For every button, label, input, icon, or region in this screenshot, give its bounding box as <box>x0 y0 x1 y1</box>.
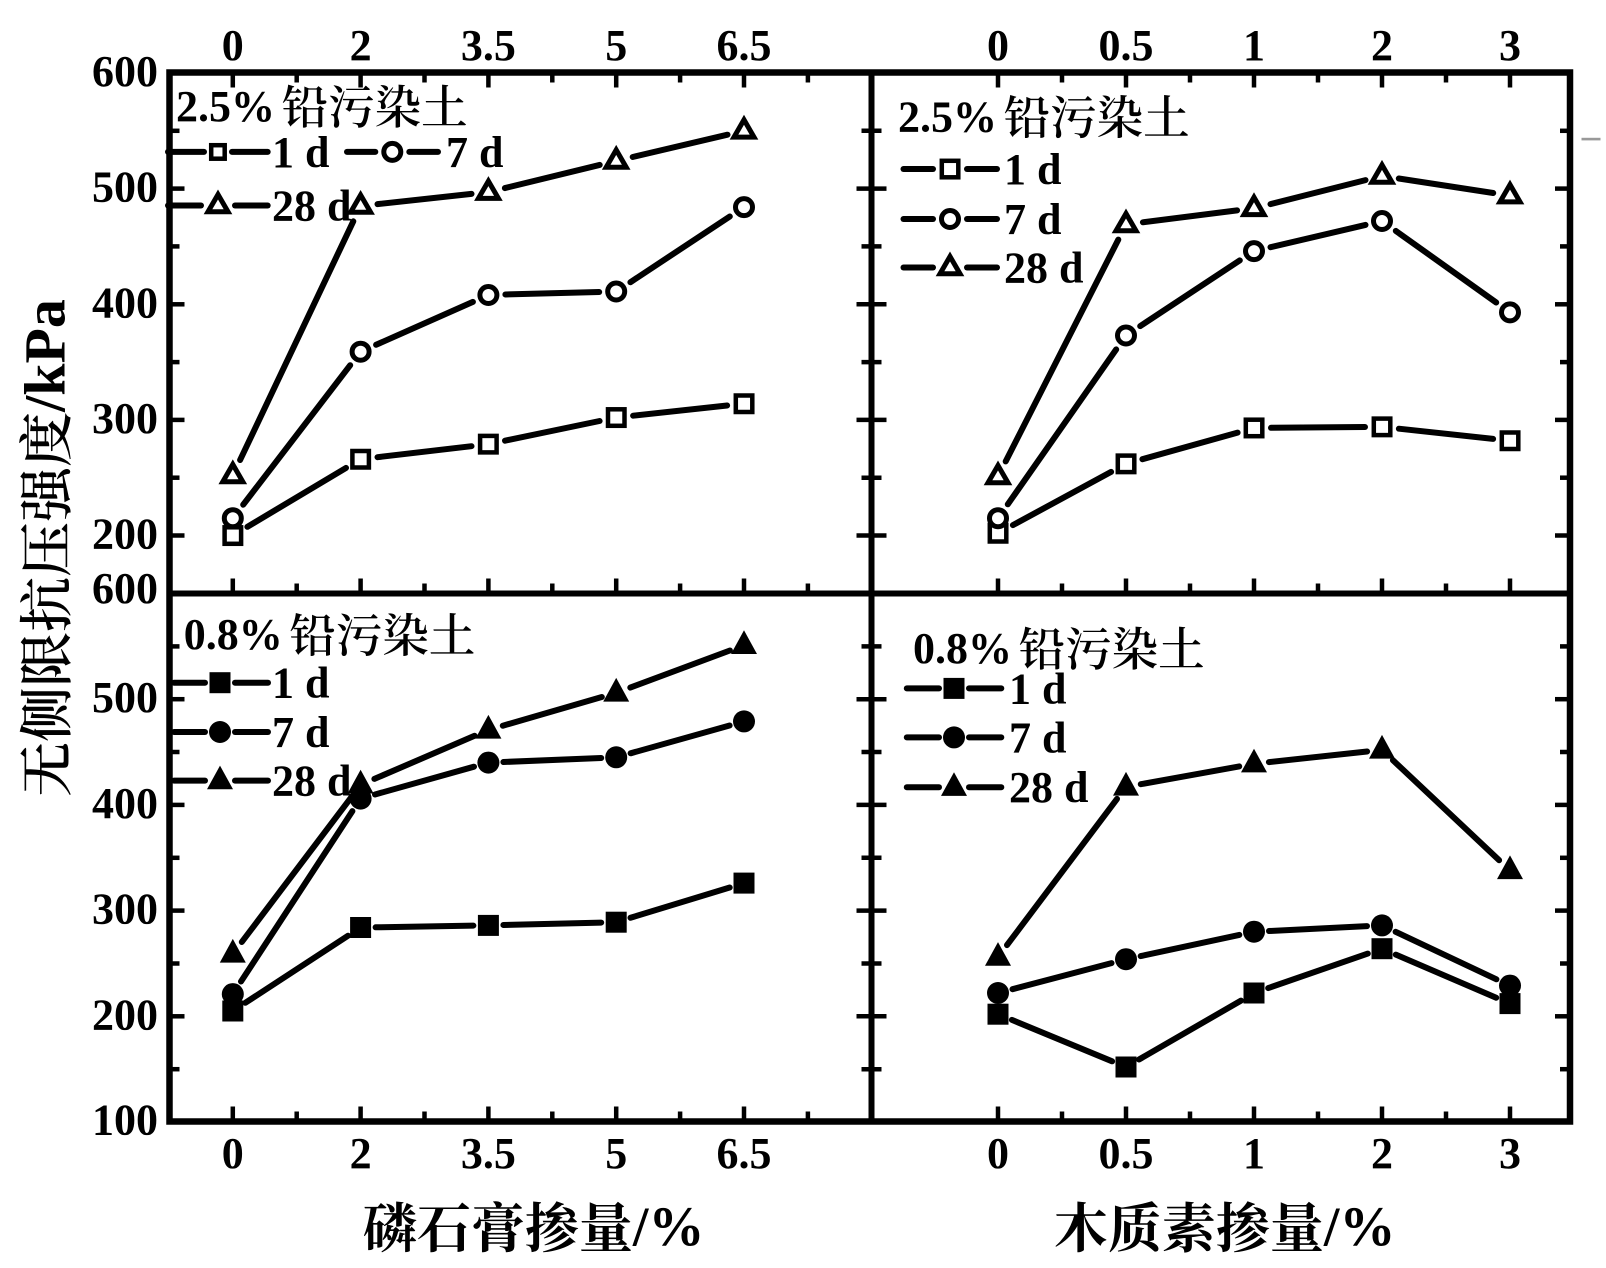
svg-text:1 d: 1 d <box>272 659 329 708</box>
svg-text:0.8%: 0.8% <box>913 624 1012 673</box>
svg-text:1 d: 1 d <box>1009 664 1066 713</box>
svg-text:3.5: 3.5 <box>461 1129 516 1178</box>
svg-text:28 d: 28 d <box>1004 243 1083 292</box>
svg-text:2: 2 <box>350 1129 372 1178</box>
svg-text:0: 0 <box>987 21 1009 70</box>
svg-text:3: 3 <box>1499 1129 1521 1178</box>
svg-text:/kPa: /kPa <box>13 299 78 413</box>
svg-text:2.5%: 2.5% <box>898 92 997 141</box>
svg-text:500: 500 <box>92 163 158 212</box>
svg-text:2: 2 <box>350 21 372 70</box>
svg-text:300: 300 <box>92 394 158 443</box>
svg-text:0: 0 <box>987 1129 1009 1178</box>
svg-text:2: 2 <box>1371 21 1393 70</box>
svg-text:0: 0 <box>222 1129 244 1178</box>
svg-text:2: 2 <box>1371 1129 1393 1178</box>
svg-text:5: 5 <box>605 1129 627 1178</box>
svg-text:28 d: 28 d <box>272 181 351 230</box>
svg-text:300: 300 <box>92 885 158 934</box>
svg-text:1 d: 1 d <box>1004 145 1061 194</box>
svg-text:7 d: 7 d <box>1009 713 1066 762</box>
svg-text:400: 400 <box>92 779 158 828</box>
svg-text:7 d: 7 d <box>1004 195 1061 244</box>
svg-text:0: 0 <box>222 21 244 70</box>
svg-text:3: 3 <box>1499 21 1521 70</box>
svg-text:100: 100 <box>92 1096 158 1145</box>
svg-text:/%: /% <box>1323 1197 1396 1259</box>
svg-text:7 d: 7 d <box>446 128 503 177</box>
svg-text:5: 5 <box>605 21 627 70</box>
svg-text:1 d: 1 d <box>272 128 329 177</box>
svg-text:1: 1 <box>1243 1129 1265 1178</box>
svg-text:7 d: 7 d <box>272 708 329 757</box>
svg-text:200: 200 <box>92 990 158 1039</box>
svg-text:6.5: 6.5 <box>717 21 772 70</box>
svg-text:28 d: 28 d <box>1009 763 1088 812</box>
svg-text:400: 400 <box>92 278 158 327</box>
svg-text:6.5: 6.5 <box>717 1129 772 1178</box>
svg-text:/%: /% <box>632 1197 705 1259</box>
svg-text:0.5: 0.5 <box>1099 1129 1154 1178</box>
svg-text:0.5: 0.5 <box>1099 21 1154 70</box>
svg-text:28 d: 28 d <box>272 757 351 806</box>
svg-text:0.8%: 0.8% <box>184 610 283 659</box>
svg-text:200: 200 <box>92 510 158 559</box>
svg-text:500: 500 <box>92 673 158 722</box>
svg-text:1: 1 <box>1243 21 1265 70</box>
svg-text:600: 600 <box>92 47 158 96</box>
svg-text:600: 600 <box>92 564 158 613</box>
svg-text:3.5: 3.5 <box>461 21 516 70</box>
svg-text:2.5%: 2.5% <box>176 82 275 131</box>
